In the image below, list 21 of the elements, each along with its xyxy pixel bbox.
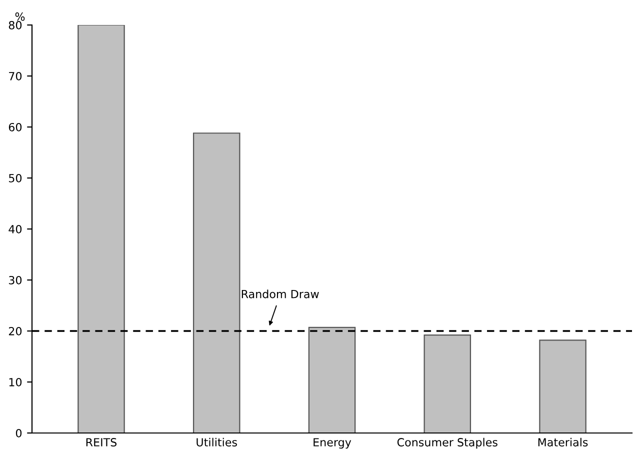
y-tick-label: 10 [9, 378, 22, 386]
bar [78, 25, 125, 433]
y-tick-label: 70 [9, 72, 22, 80]
y-tick-label: 40 [8, 224, 22, 234]
bar [308, 326, 356, 433]
y-tick-label: 0 [16, 428, 22, 438]
bar [539, 340, 586, 433]
x-tick-label: Energy [314, 438, 352, 449]
bar [424, 334, 472, 433]
x-tick-label: REITS [86, 438, 117, 446]
y-tick-label: 60 [8, 122, 22, 132]
y-axis-title: % [15, 12, 25, 21]
y-tick-label: 30 [8, 276, 22, 284]
x-tick-label: Materials [538, 438, 588, 446]
y-tick-label: 50 [8, 174, 22, 182]
y-tick-label: 80 [8, 20, 22, 30]
y-tick-label: 20 [8, 326, 22, 336]
bar [192, 132, 240, 433]
x-tick-label: Consumer Staples [397, 438, 498, 449]
x-tick-label: Utilities [196, 438, 237, 446]
ref-line-label: Random Draw [242, 290, 319, 298]
